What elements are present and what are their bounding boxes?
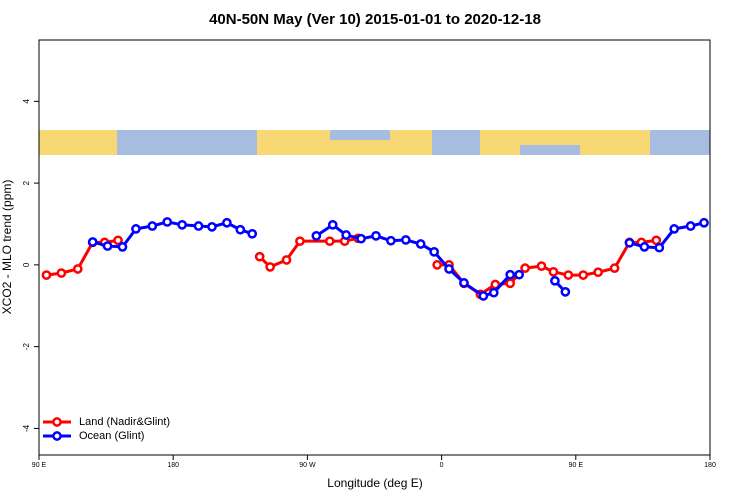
x-tick-label: 0	[440, 462, 444, 469]
data-point	[609, 263, 620, 273]
y-tick-label: -4	[22, 424, 31, 432]
data-point	[235, 224, 246, 235]
data-point	[624, 237, 635, 248]
data-point	[651, 235, 662, 246]
data-point	[265, 262, 275, 272]
data-point	[550, 275, 560, 286]
data-point	[207, 222, 217, 232]
data-point	[311, 230, 322, 241]
series-line	[92, 220, 705, 298]
data-point	[505, 278, 516, 289]
y-tick-label: 4	[22, 99, 31, 104]
data-point	[415, 239, 426, 249]
legend-marker	[52, 431, 62, 441]
data-point	[699, 217, 709, 228]
data-point	[147, 221, 158, 231]
data-point	[222, 217, 232, 228]
x-axis-label: Longitude (deg E)	[327, 476, 422, 490]
data-point	[295, 236, 305, 247]
data-point	[356, 233, 366, 244]
y-tick-label: 2	[22, 180, 31, 185]
data-point	[578, 270, 589, 280]
legend-marker	[52, 417, 62, 427]
legend-label: Land (Nadir&Glint)	[79, 416, 170, 428]
data-point	[117, 242, 128, 252]
x-tick-label: 180	[167, 462, 179, 469]
data-point	[669, 224, 680, 234]
x-tick-label: 90 E	[32, 462, 47, 469]
data-point	[341, 230, 352, 240]
y-tick-label: -2	[22, 343, 31, 351]
legend-label: Ocean (Glint)	[79, 430, 144, 442]
x-tick-label: 180	[704, 462, 716, 469]
data-point	[560, 287, 571, 297]
data-point	[478, 291, 489, 301]
series-line	[46, 236, 657, 297]
data-point	[520, 263, 530, 273]
data-point	[514, 269, 524, 280]
data-point	[247, 228, 258, 239]
data-point	[505, 269, 516, 280]
data-point	[685, 221, 696, 231]
data-point	[113, 235, 123, 246]
data-point	[563, 270, 574, 280]
data-point	[371, 230, 381, 241]
data-point	[102, 241, 113, 251]
data-point	[386, 235, 396, 246]
data-point	[639, 242, 650, 252]
map-band	[39, 130, 710, 155]
data-point	[488, 287, 499, 298]
y-tick-label: 0	[22, 262, 31, 267]
data-point	[177, 219, 187, 230]
data-point	[432, 260, 442, 270]
data-point	[459, 278, 469, 288]
data-point	[444, 264, 454, 274]
data-point	[56, 268, 67, 278]
x-tick-label: 90 E	[569, 462, 584, 469]
plot-frame	[38, 39, 711, 456]
data-point	[193, 221, 204, 231]
data-point	[324, 236, 335, 247]
chart-title: 40N-50N May (Ver 10) 2015-01-01 to 2020-…	[209, 11, 541, 28]
data-point	[400, 235, 411, 245]
data-point	[72, 264, 83, 274]
data-point	[548, 266, 559, 277]
data-point	[536, 261, 547, 271]
data-point	[281, 255, 292, 265]
data-point	[654, 242, 665, 253]
data-point	[327, 219, 338, 230]
data-point	[131, 224, 141, 234]
data-point	[87, 237, 98, 247]
data-point	[593, 267, 604, 278]
y-axis-label: XCO2 - MLO trend (ppm)	[0, 180, 14, 315]
data-point	[429, 246, 439, 257]
x-tick-label: 90 W	[299, 462, 316, 469]
data-point	[41, 270, 52, 280]
data-point	[162, 217, 173, 227]
data-point	[254, 251, 265, 262]
